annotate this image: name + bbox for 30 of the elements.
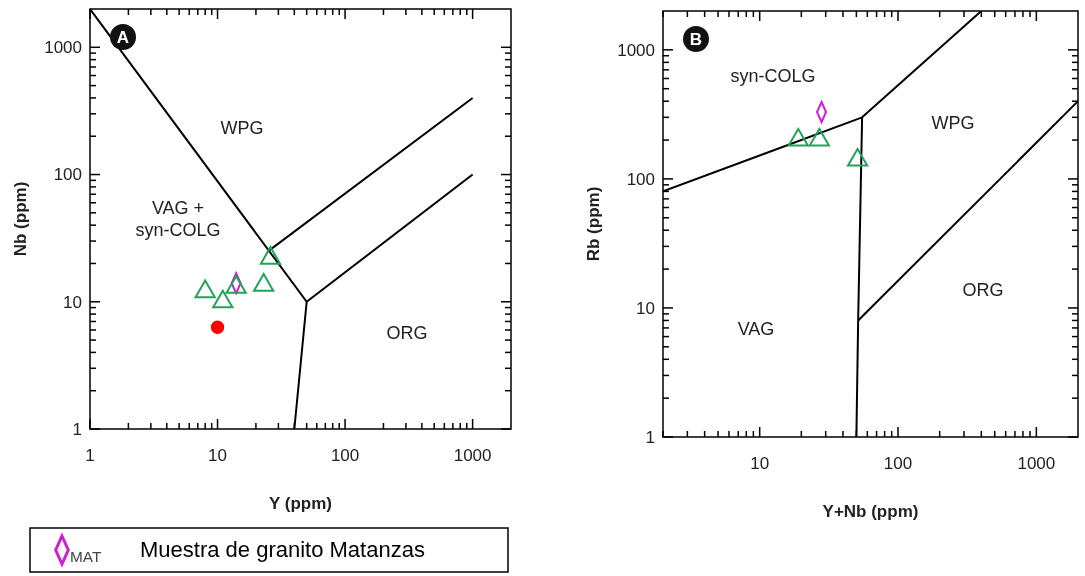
x-axis-title: Y+Nb (ppm)	[822, 502, 919, 521]
x-tick-label: 1000	[453, 446, 492, 465]
x-tick-label: 10	[208, 446, 227, 465]
annotation: syn-COLG	[730, 66, 816, 87]
x-tick-label: 100	[330, 446, 360, 465]
annotation: WPG	[931, 113, 975, 134]
y-tick-label: 10	[63, 292, 82, 312]
y-axis-title: Nb (ppm)	[11, 181, 30, 257]
annotation: ORG	[962, 280, 1004, 301]
text: Muestra de granito Matanzas	[140, 537, 425, 562]
text: A	[116, 28, 130, 48]
y-tick-label: 100	[626, 169, 655, 189]
x-axis-title: Y (ppm)	[269, 494, 332, 513]
y-tick-label: 1000	[44, 38, 82, 58]
text: B	[689, 30, 703, 50]
y-tick-label: 100	[53, 165, 82, 185]
x-tick-label: 1	[85, 446, 95, 465]
x-tick-label: 100	[883, 454, 913, 473]
annotation: WPG	[220, 118, 264, 139]
y-tick-label: 10	[636, 298, 655, 318]
y-axis-title: Rb (ppm)	[584, 186, 603, 262]
annotation: VAG + syn-COLG	[135, 197, 221, 240]
annotation: ORG	[386, 323, 428, 344]
annotation: VAG	[737, 319, 775, 340]
y-tick-label: 1	[72, 419, 82, 439]
x-tick-label: 1000	[1017, 454, 1056, 473]
legend-title: MAT	[70, 548, 102, 565]
y-tick-label: 1000	[617, 40, 655, 60]
y-tick-label: 1	[645, 427, 655, 447]
x-tick-label: 10	[750, 454, 770, 473]
